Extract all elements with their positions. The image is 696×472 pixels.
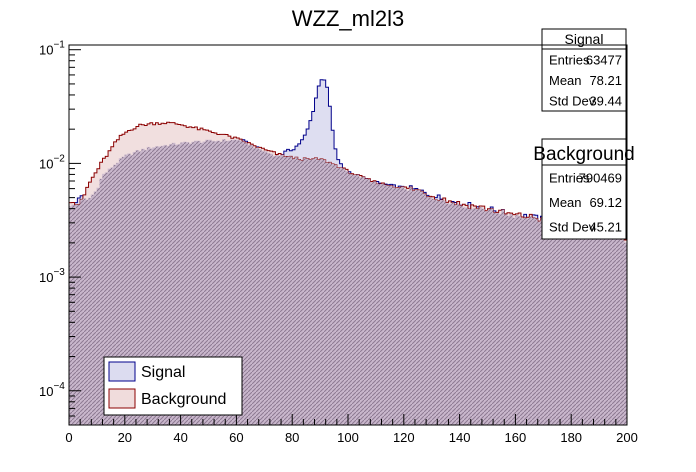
plot-border bbox=[68, 44, 628, 426]
x-tick-label: 100 bbox=[337, 430, 359, 445]
stat-box-frame bbox=[541, 28, 627, 112]
x-tick-label: 20 bbox=[118, 430, 132, 445]
stat-row-label: Std Dev bbox=[549, 94, 596, 109]
legend-label-background: Background bbox=[141, 391, 226, 408]
y-tick-label: 10−1 bbox=[39, 40, 65, 58]
stat-row-value: 45.21 bbox=[589, 220, 622, 235]
y-axis: 10−1 10−2 10−3 10−4 bbox=[39, 40, 81, 426]
chart-title: WZZ_ml2l3 bbox=[292, 6, 404, 31]
x-tick-label: 40 bbox=[173, 430, 187, 445]
x-tick-label: 60 bbox=[229, 430, 243, 445]
x-tick-label: 180 bbox=[560, 430, 582, 445]
stat-row-value: 69.12 bbox=[589, 195, 622, 210]
stat-row-label: Mean bbox=[549, 73, 582, 88]
x-tick-label: 80 bbox=[285, 430, 299, 445]
stat-box-title: Background bbox=[533, 144, 634, 165]
x-tick-label: 200 bbox=[616, 430, 638, 445]
legend-swatch-background bbox=[108, 388, 136, 409]
stat-box-frame bbox=[541, 138, 627, 240]
stat-row-value: 78.21 bbox=[589, 73, 622, 88]
x-tick-label: 120 bbox=[393, 430, 415, 445]
x-tick-label: 0 bbox=[65, 430, 72, 445]
histogram-layer bbox=[68, 79, 628, 426]
legend-label-signal: Signal bbox=[141, 364, 185, 381]
stat-row-value: 39.44 bbox=[589, 94, 622, 109]
legend-swatch-signal bbox=[108, 361, 136, 382]
y-tick-label: 10−2 bbox=[39, 153, 65, 171]
stat-row-label: Entries bbox=[549, 52, 590, 67]
y-tick-label: 10−3 bbox=[39, 267, 65, 285]
overlap-hatch bbox=[69, 139, 627, 426]
y-tick-label: 10−4 bbox=[39, 381, 65, 399]
legend: Signal Background bbox=[103, 356, 243, 416]
x-tick-label: 160 bbox=[505, 430, 527, 445]
x-tick-label: 140 bbox=[449, 430, 471, 445]
stat-row-label: Mean bbox=[549, 195, 582, 210]
x-axis: 0 20 40 60 80 100 120 140 160 180 200 bbox=[65, 414, 638, 445]
stat-row-label: Entries bbox=[549, 170, 590, 185]
stat-row-value: 63477 bbox=[586, 52, 622, 67]
stat-box-title: Signal bbox=[565, 31, 604, 47]
stat-row-label: Std Dev bbox=[549, 220, 596, 235]
stat-row-value: 790469 bbox=[579, 170, 622, 185]
